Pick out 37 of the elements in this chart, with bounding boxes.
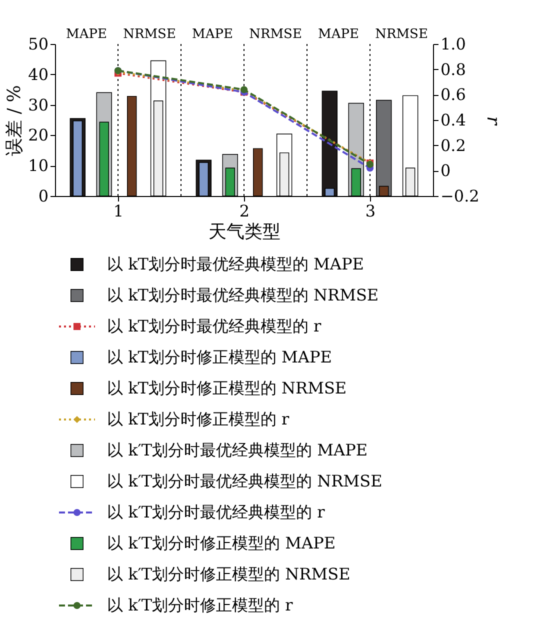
y-tick-label: 50 (28, 34, 48, 54)
x-tick-label: 1 (113, 202, 124, 220)
text: MAPE (192, 27, 233, 42)
legend-label: 以 kT划分时最优经典模型的 r (107, 316, 322, 336)
y2-tick-label: −0.2 (440, 186, 480, 206)
y2-tick-label: 0.6 (440, 85, 466, 104)
text: NRMSE (123, 27, 176, 42)
legend-label: 以 k′T划分时最优经典模型的 MAPE (107, 440, 368, 460)
legend-label: 以 k′T划分时最优经典模型的 r (107, 502, 326, 522)
y2-tick-label: 0.8 (440, 60, 466, 79)
text: NRMSE (375, 27, 428, 42)
y2-tick-label: 1.0 (440, 34, 466, 54)
y-tick-label: 0 (38, 186, 48, 206)
legend-label: 以 kT划分时修正模型的 MAPE (107, 348, 332, 366)
legend-label: 以 kT划分时修正模型的 r (107, 410, 290, 428)
legend-label: 以 kT划分时最优经典模型的 NRMSE (107, 286, 379, 304)
y2-tick-label: 0.2 (440, 136, 466, 155)
legend-label: 以 kT划分时最优经典模型的 MAPE (107, 254, 364, 274)
legend-label: 以 kT划分时修正模型的 NRMSE (107, 378, 347, 398)
legend-label: 以 k′T划分时最优经典模型的 NRMSE (107, 472, 382, 490)
y2-tick-label: 0 (440, 161, 451, 180)
y-tick-label: 40 (28, 64, 48, 84)
x-tick-label: 3 (365, 202, 376, 220)
text: NRMSE (249, 27, 302, 42)
legend-label: 以 k′T划分时修正模型的 r (107, 596, 294, 614)
y-tick-label: 10 (28, 156, 48, 176)
x-tick-label: 2 (239, 202, 250, 220)
y-tick-label: 30 (28, 95, 48, 114)
text: MAPE (66, 27, 107, 42)
y-tick-label: 20 (28, 126, 48, 145)
y2-axis-title: r (482, 116, 504, 126)
y-axis-title: 误差 / % (4, 85, 26, 156)
legend-label: 以 k′T划分时修正模型的 NRMSE (107, 564, 350, 584)
legend-label: 以 k′T划分时修正模型的 MAPE (107, 534, 336, 552)
x-axis-title: 天气类型 (208, 222, 280, 242)
text: MAPE (318, 27, 359, 42)
y2-tick-label: 0.4 (440, 110, 466, 130)
